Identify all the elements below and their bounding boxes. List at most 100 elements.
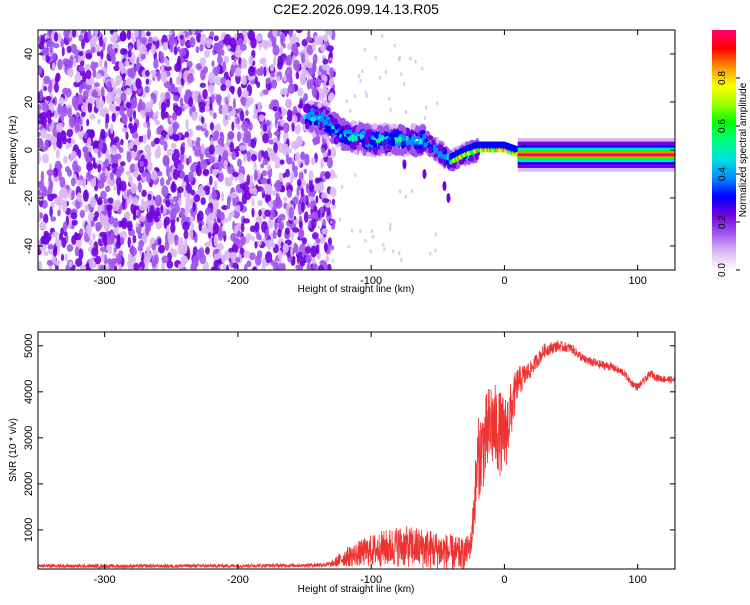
spectrogram-cell xyxy=(97,118,101,125)
spectrogram-cell xyxy=(276,75,281,82)
spectrogram-cell xyxy=(165,179,171,186)
spectrogram-cell xyxy=(285,98,291,109)
spectrogram-cell xyxy=(207,231,212,239)
spectrogram-cell xyxy=(145,42,153,50)
spectrogram-cell xyxy=(187,171,194,183)
spectrogram-cell xyxy=(180,244,188,255)
spectrogram-cell xyxy=(410,145,415,153)
spectrogram-cell xyxy=(44,232,52,242)
spectrogram-cell xyxy=(287,83,296,95)
spectrogram-cell xyxy=(287,109,293,118)
spectrogram-cell xyxy=(220,83,227,92)
colorbar-tick-label: 0.8 xyxy=(717,71,728,85)
spectrogram-cell xyxy=(398,189,402,194)
spectrogram-cell xyxy=(174,234,179,246)
spectrogram-cell xyxy=(70,177,76,187)
spectrogram-cell xyxy=(306,79,312,90)
spectrogram-cell xyxy=(397,57,401,62)
spectrogram-cell xyxy=(434,248,437,253)
spectrogram-cell xyxy=(151,169,158,181)
spectrogram-cell xyxy=(275,198,283,209)
spectrogram-cell xyxy=(238,57,242,65)
spectrogram-cell xyxy=(311,232,319,240)
spectrogram-cell xyxy=(105,243,112,251)
spectrogram-cell xyxy=(98,196,102,205)
spectrogram-cell xyxy=(169,30,173,36)
spectrogram-cell xyxy=(216,64,221,74)
spectrogram-cell xyxy=(299,256,305,267)
spectrogram-cell xyxy=(514,151,519,157)
spectrogram-cell xyxy=(436,101,439,106)
spectrogram-cell xyxy=(257,101,262,113)
spectrogram-cell xyxy=(38,239,41,246)
spectrogram-cell xyxy=(419,144,423,151)
spectrogram-cell xyxy=(377,133,382,140)
spectrogram-cell xyxy=(292,140,298,151)
spectrogram-cell xyxy=(111,258,116,269)
spectrogram-cell xyxy=(278,172,284,183)
spectrogram-cell xyxy=(141,189,147,198)
spectrogram-cell xyxy=(312,263,318,270)
spectrogram-cell xyxy=(410,188,414,193)
spectrogram-cell xyxy=(146,160,153,172)
spectrogram-cell xyxy=(242,218,250,224)
spectrogram-cell xyxy=(39,89,43,100)
spectrogram-cell xyxy=(326,156,333,169)
spectrogram-cell xyxy=(106,263,110,270)
spectrogram-cell xyxy=(286,156,293,165)
spectrogram-cell xyxy=(354,173,357,178)
spectrogram-cell xyxy=(293,242,298,253)
spectrogram-cell xyxy=(242,89,249,98)
spectrogram-cell xyxy=(305,254,312,264)
spectrogram-cell xyxy=(372,147,377,153)
spectrogram-cell xyxy=(96,51,101,57)
spectrogram-cell xyxy=(92,232,96,241)
spectrogram-cell xyxy=(304,52,309,58)
spectrogram-cell xyxy=(270,99,278,106)
spectrogram-cell xyxy=(97,163,102,173)
spectrogram-cell xyxy=(113,184,117,191)
colorbar-tick-label: 0.2 xyxy=(717,215,728,229)
spectrogram-cell xyxy=(296,36,300,43)
spectrogram-cell xyxy=(340,136,346,144)
spectrogram-cell xyxy=(179,152,185,163)
spectrogram-cell xyxy=(133,109,137,120)
spectrogram-cell xyxy=(171,180,176,192)
spectrogram-cell xyxy=(88,257,95,270)
spectrogram-cell xyxy=(122,197,126,210)
spectrogram-cell xyxy=(209,122,214,131)
spectrogram-cell xyxy=(331,203,337,210)
spectrogram-cell xyxy=(298,229,304,239)
spectrogram-cell xyxy=(129,246,138,257)
spectrogram-cell xyxy=(241,120,249,132)
spectrogram-cell xyxy=(60,253,65,262)
spectrogram-cell xyxy=(310,245,317,258)
spectrogram-cell xyxy=(74,246,80,257)
spectrogram-cell xyxy=(369,139,375,145)
spectrogram-cell xyxy=(348,134,353,141)
spectrogram-cell xyxy=(317,264,325,270)
spectrogram-cell xyxy=(270,72,275,78)
spectrogram-cell xyxy=(267,39,273,48)
spectrogram-cell xyxy=(213,259,219,270)
spectrogram-cell xyxy=(272,229,277,240)
spectrogram-cell xyxy=(171,153,176,162)
spectrogram-cell xyxy=(104,185,111,193)
spectrogram-cell xyxy=(321,147,326,154)
spectrogram-cell xyxy=(85,79,92,85)
spectrogram-cell xyxy=(48,180,54,191)
spectrogram-cell xyxy=(128,194,132,202)
spectrogram-cell xyxy=(409,56,412,61)
spectrogram-cell xyxy=(93,216,98,222)
spectrogram-cell xyxy=(160,92,166,101)
spectrogram-cell xyxy=(321,228,329,235)
spectrogram-cell xyxy=(131,151,137,159)
spectrogram-cell xyxy=(344,124,351,129)
spectrogram-cell xyxy=(270,79,278,89)
spectrogram-cell xyxy=(131,131,139,139)
spectrogram-cell xyxy=(45,133,53,141)
spectrogram-cell xyxy=(100,128,106,138)
spectrogram-cell xyxy=(162,155,170,167)
spectrogram-cell xyxy=(267,218,274,229)
